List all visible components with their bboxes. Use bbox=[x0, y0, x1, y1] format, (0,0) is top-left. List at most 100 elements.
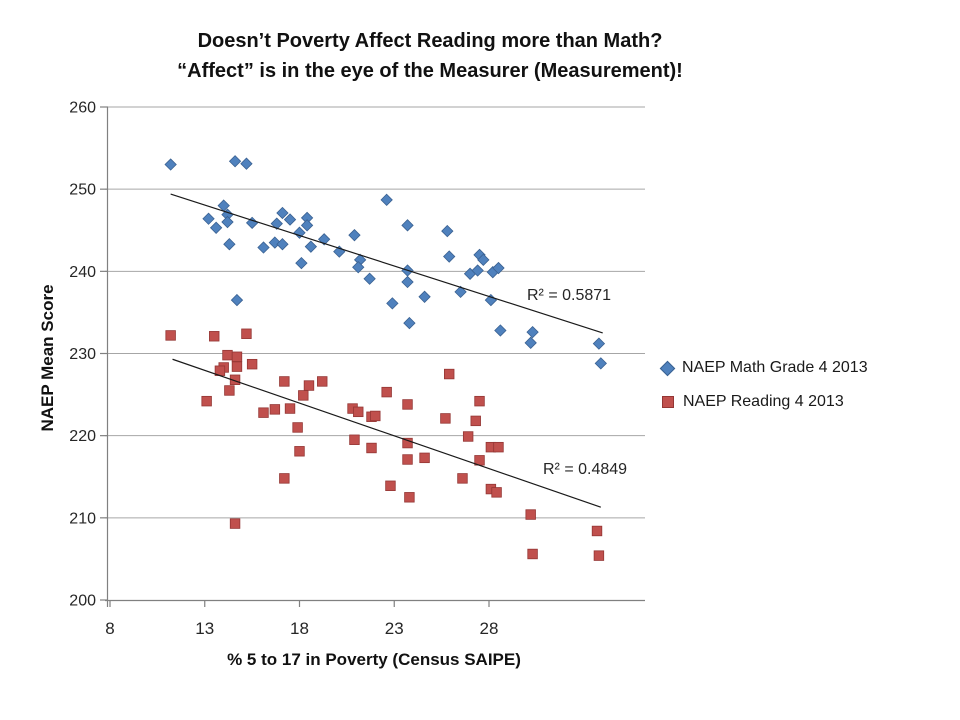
math-data-point bbox=[494, 324, 507, 337]
reading-data-point bbox=[353, 406, 364, 418]
math-data-point bbox=[283, 213, 297, 226]
x-tick-label: 8 bbox=[105, 619, 114, 638]
reading-data-point bbox=[444, 368, 455, 380]
math-data-point bbox=[454, 285, 467, 299]
reading-data-point bbox=[224, 385, 235, 396]
reading-data-point bbox=[440, 413, 451, 424]
reading-data-point bbox=[591, 525, 603, 537]
reading-data-point bbox=[269, 404, 281, 415]
math-data-point bbox=[401, 219, 414, 232]
reading-data-point bbox=[419, 452, 430, 464]
reading-data-point bbox=[349, 434, 360, 445]
legend-item-math: NAEP Math Grade 4 2013 bbox=[659, 357, 868, 379]
math-data-point bbox=[492, 261, 505, 275]
reading-data-point bbox=[474, 395, 485, 407]
math-diamond-icon bbox=[659, 360, 676, 376]
y-tick-label: 230 bbox=[69, 346, 96, 363]
math-data-point bbox=[268, 236, 282, 249]
reading-data-point bbox=[370, 410, 381, 422]
math-data-point bbox=[401, 275, 414, 289]
reading-data-point bbox=[209, 331, 220, 342]
math-data-point bbox=[304, 240, 318, 253]
x-tick-label: 23 bbox=[385, 619, 404, 638]
reading-data-point bbox=[284, 403, 296, 414]
reading-data-point bbox=[246, 358, 258, 370]
math-data-point bbox=[441, 224, 454, 238]
math-data-point bbox=[202, 212, 215, 225]
reading-data-point bbox=[491, 487, 502, 498]
math-data-point bbox=[443, 250, 456, 263]
math-data-point bbox=[223, 238, 236, 251]
y-tick-label: 240 bbox=[69, 264, 96, 281]
y-axis-title: NAEP Mean Score bbox=[38, 284, 57, 432]
math-data-point bbox=[221, 215, 234, 229]
legend-label-reading: NAEP Reading 4 2013 bbox=[683, 393, 844, 410]
reading-data-point bbox=[241, 328, 252, 339]
reading-data-point bbox=[258, 407, 269, 418]
chart-title-line-2: “Affect” is in the eye of the Measurer (… bbox=[177, 60, 683, 82]
reading-data-point bbox=[525, 509, 536, 520]
math-data-point bbox=[526, 325, 539, 339]
reading-data-point bbox=[279, 376, 290, 387]
math-data-point bbox=[209, 221, 223, 234]
y-tick-label: 250 bbox=[69, 182, 96, 199]
x-tick-label: 13 bbox=[195, 619, 214, 638]
legend: NAEP Math Grade 4 2013 NAEP Reading 4 20… bbox=[659, 357, 868, 425]
reading-data-point bbox=[527, 548, 538, 560]
math-data-point bbox=[348, 229, 361, 242]
math-data-point bbox=[240, 157, 253, 170]
reading-data-point bbox=[493, 441, 504, 453]
reading-data-point bbox=[593, 550, 605, 561]
math-r-squared-label: R² = 0.5871 bbox=[527, 287, 612, 304]
y-tick-label: 210 bbox=[69, 510, 96, 527]
reading-data-point bbox=[462, 431, 474, 442]
math-data-point bbox=[295, 256, 308, 270]
reading-data-point bbox=[402, 399, 413, 410]
reading-data-point bbox=[381, 386, 392, 398]
reading-data-point bbox=[366, 442, 377, 454]
reading-data-point bbox=[402, 454, 413, 465]
math-data-point bbox=[270, 217, 283, 230]
reading-data-point bbox=[470, 415, 481, 427]
x-axis-title: % 5 to 17 in Poverty (Census SAIPE) bbox=[227, 650, 521, 669]
math-data-point bbox=[228, 155, 242, 168]
reading-data-point bbox=[231, 361, 243, 372]
reading-data-point bbox=[404, 492, 415, 503]
reading-data-point bbox=[201, 395, 212, 407]
math-data-point bbox=[471, 264, 484, 277]
math-data-point bbox=[418, 290, 431, 303]
reading-data-point bbox=[165, 330, 176, 341]
reading-trendline bbox=[172, 358, 602, 508]
math-data-point bbox=[594, 357, 607, 370]
math-data-point bbox=[276, 238, 289, 251]
math-data-point bbox=[257, 241, 270, 254]
reading-r-squared-label: R² = 0.4849 bbox=[543, 461, 628, 478]
reading-data-point bbox=[229, 518, 241, 529]
reading-data-point bbox=[385, 480, 396, 491]
y-tick-label: 200 bbox=[69, 593, 96, 610]
y-tick-label: 260 bbox=[69, 100, 96, 117]
math-data-point bbox=[477, 253, 490, 266]
x-tick-label: 28 bbox=[480, 619, 499, 638]
math-data-point bbox=[524, 336, 537, 349]
math-data-point bbox=[380, 193, 393, 207]
reading-data-point bbox=[294, 446, 305, 457]
math-data-point bbox=[276, 206, 289, 220]
math-data-point bbox=[230, 293, 244, 307]
reading-data-point bbox=[402, 437, 413, 449]
reading-data-point bbox=[303, 380, 315, 391]
math-data-point bbox=[352, 261, 365, 274]
reading-data-point bbox=[279, 473, 290, 484]
reading-data-point bbox=[457, 473, 468, 484]
math-data-point bbox=[403, 316, 416, 330]
reading-data-point bbox=[231, 351, 243, 362]
reading-data-point bbox=[317, 376, 328, 387]
reading-square-icon bbox=[662, 396, 674, 408]
y-tick-label: 220 bbox=[69, 428, 96, 445]
math-data-point bbox=[363, 272, 376, 285]
math-data-point bbox=[300, 219, 314, 232]
reading-data-point bbox=[298, 390, 309, 401]
legend-label-math: NAEP Math Grade 4 2013 bbox=[682, 359, 868, 376]
